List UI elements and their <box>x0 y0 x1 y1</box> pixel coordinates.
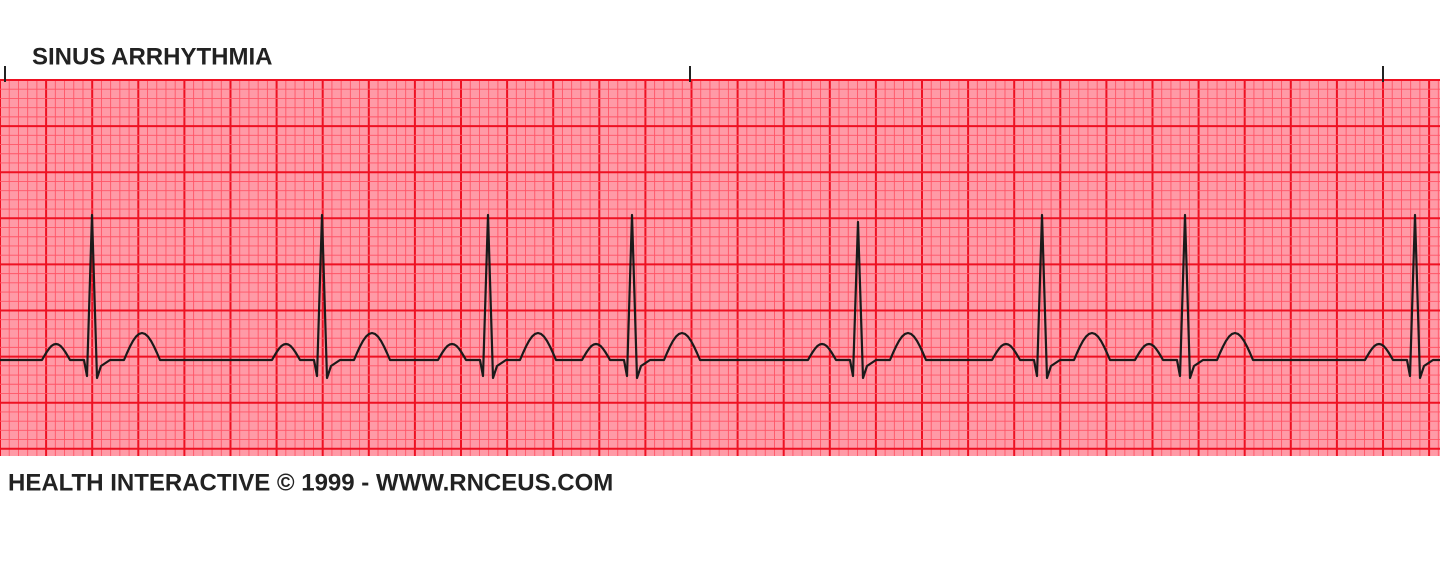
ecg-grid <box>0 79 1440 456</box>
ecg-paper <box>0 80 1440 456</box>
strip-title: SINUS ARRHYTHMIA <box>32 43 272 70</box>
credit: HEALTH INTERACTIVE © 1999 - WWW.RNCEUS.C… <box>8 469 613 496</box>
ecg-trace <box>0 213 1440 380</box>
